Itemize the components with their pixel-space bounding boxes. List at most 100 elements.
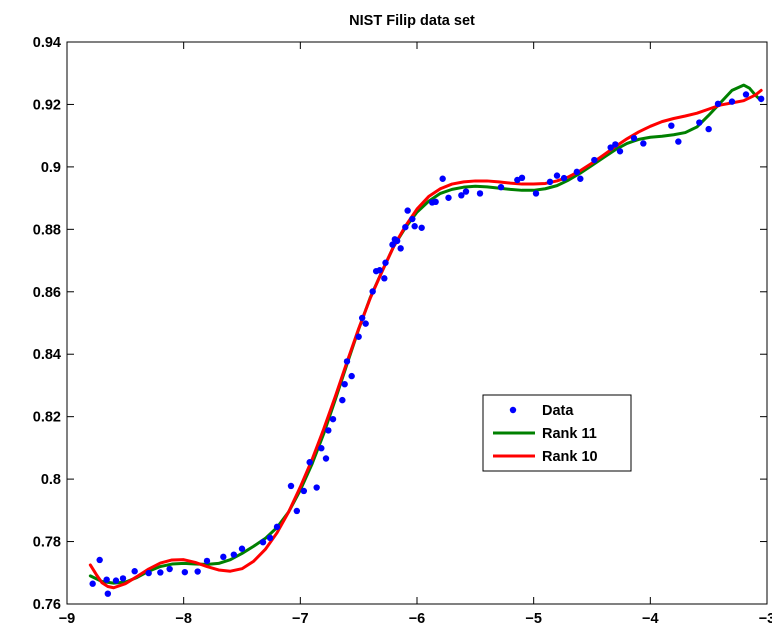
data-point: [220, 553, 227, 561]
x-tick-label: −5: [525, 611, 542, 627]
data-point: [103, 576, 110, 583]
x-tick-label: −3: [759, 611, 772, 627]
data-point: [166, 565, 173, 573]
y-tick-label: 0.88: [33, 222, 61, 238]
y-tick-label: 0.8: [41, 472, 61, 488]
data-point: [607, 144, 614, 151]
data-point: [131, 568, 138, 575]
legend-marker-data: [509, 406, 517, 414]
y-tick-label: 0.94: [33, 35, 61, 51]
data-point: [318, 445, 325, 452]
data-point: [322, 455, 330, 462]
data-point: [203, 557, 211, 565]
data-point: [362, 320, 369, 327]
legend-label-rank-10: Rank 10: [542, 449, 598, 465]
data-point: [397, 245, 404, 252]
data-point: [119, 575, 127, 582]
data-point: [341, 380, 348, 388]
data-point: [96, 556, 103, 564]
data-point: [577, 175, 584, 182]
data-point: [230, 551, 238, 558]
data-point: [238, 545, 246, 552]
data-point: [273, 523, 281, 531]
data-point: [348, 372, 355, 380]
y-tick-label: 0.9: [41, 160, 61, 176]
data-point: [411, 223, 418, 230]
x-tick-label: −4: [642, 611, 659, 627]
data-point: [194, 568, 201, 575]
data-point: [705, 125, 712, 133]
data-point: [381, 275, 388, 282]
data-point: [300, 487, 308, 495]
data-point: [376, 267, 383, 274]
data-point: [325, 427, 332, 434]
data-point: [757, 95, 765, 103]
data-point: [714, 100, 722, 108]
data-point: [591, 156, 598, 164]
data-point: [546, 178, 554, 186]
data-point: [409, 215, 416, 223]
y-tick-label: 0.92: [33, 97, 61, 113]
data-point: [458, 192, 465, 199]
series-line-rank-10: [88, 88, 763, 590]
data-point: [418, 224, 425, 231]
data-point: [266, 534, 274, 542]
data-point: [668, 122, 675, 129]
data-point: [369, 288, 376, 295]
data-point: [358, 314, 366, 322]
data-point: [404, 207, 411, 214]
data-point: [462, 188, 470, 195]
data-point: [553, 172, 561, 179]
data-point: [306, 459, 313, 466]
data-point: [696, 119, 703, 126]
data-point: [329, 415, 337, 423]
data-point: [616, 148, 624, 155]
data-point: [675, 138, 682, 145]
chart-title: NIST Filip data set: [349, 13, 475, 29]
data-point: [640, 140, 647, 147]
data-point: [532, 190, 540, 197]
data-point: [343, 358, 351, 365]
data-point: [389, 241, 396, 248]
data-point: [382, 259, 389, 266]
data-point: [518, 174, 526, 182]
data-point: [728, 98, 736, 105]
x-tick-label: −6: [409, 611, 426, 627]
x-tick-label: −7: [292, 611, 309, 627]
x-tick-label: −8: [175, 611, 192, 627]
data-point: [104, 590, 112, 597]
x-tick-label: −9: [59, 611, 76, 627]
data-point: [476, 190, 484, 197]
plot-frame: [66, 41, 768, 605]
data-point: [612, 141, 619, 148]
data-point: [497, 183, 505, 191]
x-axis: −9 −8 −7 −6 −5 −4 −3: [59, 42, 772, 627]
y-axis: 0.76 0.78 0.8 0.82 0.84 0.86 0.88 0.9 0.92 0.94: [33, 35, 767, 613]
data-point: [432, 198, 439, 206]
data-point: [181, 568, 189, 576]
series-layer: [88, 83, 765, 597]
data-point: [439, 175, 446, 182]
data-point: [313, 484, 320, 491]
data-point: [355, 333, 362, 340]
y-tick-label: 0.78: [33, 535, 61, 551]
data-point: [630, 134, 638, 142]
data-point: [742, 91, 750, 98]
data-point: [339, 396, 346, 404]
legend: Data Rank 11 Rank 10: [482, 394, 632, 472]
y-tick-label: 0.84: [33, 347, 61, 363]
data-point: [293, 507, 301, 515]
y-tick-label: 0.86: [33, 285, 61, 301]
data-point: [112, 577, 120, 584]
y-tick-label: 0.76: [33, 597, 61, 613]
legend-label-data: Data: [542, 403, 574, 419]
data-point: [393, 237, 401, 245]
data-point: [445, 194, 452, 201]
data-point: [573, 168, 581, 176]
y-tick-label: 0.82: [33, 410, 61, 426]
data-point: [89, 580, 96, 587]
data-point: [259, 538, 267, 546]
legend-label-rank-11: Rank 11: [542, 426, 597, 442]
data-point: [145, 569, 152, 577]
